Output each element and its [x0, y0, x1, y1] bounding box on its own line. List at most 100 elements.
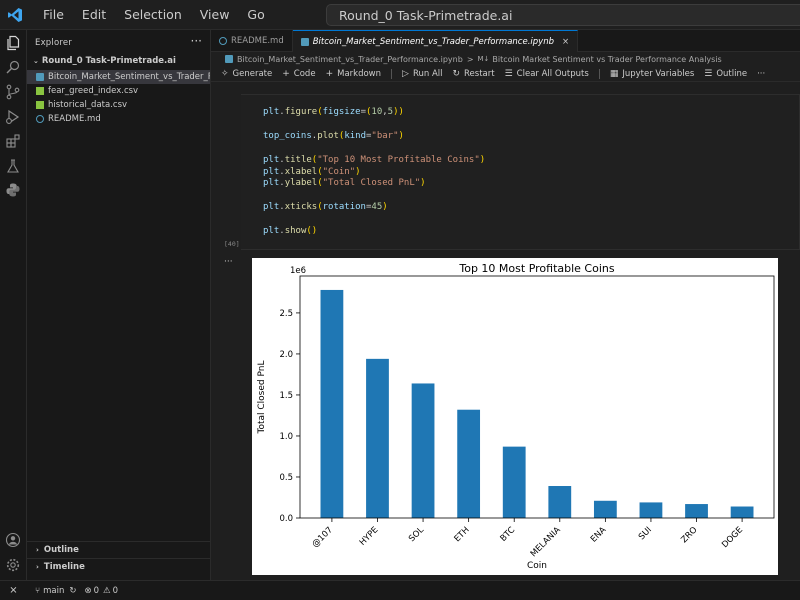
- outline-button[interactable]: ☰ Outline: [704, 69, 747, 79]
- x-tick-label: ZRO: [679, 525, 699, 545]
- tab-label: README.md: [231, 36, 284, 46]
- close-icon[interactable]: ×: [561, 36, 570, 47]
- notebook-icon: [36, 73, 44, 81]
- sparkle-icon: ✧: [221, 68, 229, 79]
- restart-button[interactable]: ↻ Restart: [452, 69, 494, 79]
- vscode-logo-icon: [0, 0, 30, 30]
- clear-icon: ☰: [504, 68, 513, 79]
- markdown-heading-icon: M↓: [477, 55, 490, 63]
- y-tick-label: 0.5: [279, 473, 293, 483]
- csv-icon: [36, 87, 44, 95]
- file-item-fear-greed[interactable]: fear_greed_index.csv: [27, 84, 210, 98]
- menu-view[interactable]: View: [199, 6, 230, 22]
- bar-doge: [730, 506, 754, 518]
- account-icon[interactable]: [4, 531, 22, 549]
- problems-indicator[interactable]: ⊗ 0 ⚠ 0: [84, 586, 118, 596]
- restart-icon: ↻: [452, 68, 461, 79]
- code-line: top_coins.plot(kind="bar"): [263, 130, 404, 141]
- jupyter-variables-button[interactable]: ▦ Jupyter Variables: [610, 69, 694, 79]
- chevron-down-icon: ⌄: [33, 57, 39, 65]
- y-offset-label: 1e6: [290, 266, 306, 276]
- command-center-label: Round_0 Task-Primetrade.ai: [339, 7, 513, 23]
- menu-selection[interactable]: Selection: [124, 6, 182, 22]
- notebook-icon: [225, 55, 233, 63]
- error-count: 0: [93, 585, 100, 596]
- plus-icon: +: [282, 68, 290, 79]
- source-control-icon[interactable]: [4, 83, 22, 101]
- bar-hype: [366, 358, 389, 518]
- tab-label: Bitcoin_Market_Sentiment_vs_Trader_Perfo…: [312, 36, 554, 47]
- file-item-readme[interactable]: README.md: [27, 112, 210, 126]
- x-tick-label: DOGE: [720, 525, 745, 550]
- jupyter-variables-label: Jupyter Variables: [622, 68, 695, 79]
- menu-go[interactable]: Go: [247, 6, 265, 22]
- file-item-notebook[interactable]: Bitcoin_Market_Sentiment_vs_Trader_Perfo…: [27, 70, 210, 84]
- info-icon: [219, 37, 227, 45]
- folder-label: Round_0 Task-Primetrade.ai: [41, 56, 176, 66]
- file-name: fear_greed_index.csv: [48, 86, 139, 96]
- file-name: historical_data.csv: [48, 100, 128, 110]
- bar-chart: @107 HYPE SOL ETH BTC MELANIA ENA SUI ZRO DOGE 0.0…: [257, 262, 775, 571]
- extensions-icon[interactable]: [4, 132, 22, 150]
- error-icon: ⊗: [84, 585, 92, 596]
- add-code-button[interactable]: + Code: [282, 69, 315, 79]
- clear-outputs-label: Clear All Outputs: [516, 68, 589, 79]
- add-markdown-button[interactable]: + Markdown: [326, 69, 381, 79]
- timeline-label: Timeline: [43, 562, 85, 572]
- timeline-section[interactable]: › Timeline: [27, 558, 210, 575]
- toolbar-more-button[interactable]: ···: [757, 69, 765, 79]
- explorer-icon[interactable]: [4, 34, 22, 52]
- cell-code[interactable]: plt.figure(figsize=(10,5)) top_coins.plo…: [263, 107, 485, 238]
- tab-readme[interactable]: README.md: [211, 30, 293, 52]
- testing-flask-icon[interactable]: [4, 157, 22, 175]
- settings-gear-icon[interactable]: [4, 556, 22, 574]
- file-name: Bitcoin_Market_Sentiment_vs_Trader_Perfo…: [48, 72, 210, 82]
- output-more-icon[interactable]: ···: [224, 257, 233, 267]
- x-tick-label: @107: [310, 525, 335, 550]
- y-tick-label: 2.0: [279, 350, 293, 360]
- run-all-button[interactable]: ▷ Run All: [402, 69, 442, 79]
- code-line: plt.ylabel("Total Closed PnL"): [263, 178, 426, 189]
- code-line: plt.xlabel("Coin"): [263, 166, 361, 177]
- bar-ena: [593, 500, 617, 518]
- breadcrumb-file[interactable]: Bitcoin_Market_Sentiment_vs_Trader_Perfo…: [237, 54, 463, 64]
- command-center[interactable]: Round_0 Task-Primetrade.ai: [326, 4, 800, 26]
- y-axis-label: Total Closed PnL: [257, 361, 267, 435]
- sidebar-more-icon[interactable]: ···: [190, 34, 202, 48]
- toolbar-divider: [598, 68, 600, 79]
- menu-edit[interactable]: Edit: [81, 6, 107, 22]
- variables-icon: ▦: [609, 68, 619, 79]
- editor-tabs: README.md Bitcoin_Market_Sentiment_vs_Tr…: [211, 30, 800, 52]
- outline-section[interactable]: › Outline: [27, 541, 210, 558]
- menu-bar: File Edit Selection View Go: [34, 0, 274, 30]
- menu-file[interactable]: File: [43, 6, 64, 22]
- breadcrumb: Bitcoin_Market_Sentiment_vs_Trader_Perfo…: [211, 52, 800, 66]
- generate-button[interactable]: ✧ Generate: [221, 69, 272, 79]
- clear-outputs-button[interactable]: ☰ Clear All Outputs: [505, 69, 589, 79]
- outline-label: Outline: [43, 545, 79, 555]
- y-tick-label: 2.5: [279, 309, 293, 319]
- code-cell[interactable]: plt.figure(figsize=(10,5)) top_coins.plo…: [241, 94, 800, 250]
- notebook-icon: [300, 37, 309, 46]
- file-item-historical[interactable]: historical_data.csv: [27, 98, 210, 112]
- csv-icon: [36, 101, 44, 109]
- x-tick-label: BTC: [498, 525, 517, 544]
- remote-indicator-icon[interactable]: ⨯: [9, 585, 18, 596]
- bar-btc: [502, 446, 526, 518]
- cell-output-plot: @107 HYPE SOL ETH BTC MELANIA ENA SUI ZRO DOGE 0.0…: [252, 258, 778, 575]
- more-icon: ···: [757, 68, 766, 79]
- branch-indicator[interactable]: ⑂ main ↻: [35, 586, 76, 596]
- run-debug-icon[interactable]: [4, 108, 22, 126]
- explorer-sidebar: Explorer ··· ⌄ Round_0 Task-Primetrade.ai…: [27, 30, 211, 580]
- tab-notebook[interactable]: Bitcoin_Market_Sentiment_vs_Trader_Perfo…: [292, 30, 579, 52]
- branch-icon: ⑂: [35, 585, 41, 596]
- bar-107: [320, 289, 344, 518]
- workspace-folder[interactable]: ⌄ Round_0 Task-Primetrade.ai: [33, 56, 176, 66]
- breadcrumb-section[interactable]: Bitcoin Market Sentiment vs Trader Perfo…: [492, 54, 722, 64]
- restart-label: Restart: [464, 68, 495, 79]
- python-icon[interactable]: [4, 181, 22, 199]
- x-tick-label: ETH: [453, 525, 472, 544]
- search-icon[interactable]: [4, 58, 22, 76]
- y-tick-label: 1.5: [279, 391, 293, 401]
- file-name: README.md: [48, 114, 101, 124]
